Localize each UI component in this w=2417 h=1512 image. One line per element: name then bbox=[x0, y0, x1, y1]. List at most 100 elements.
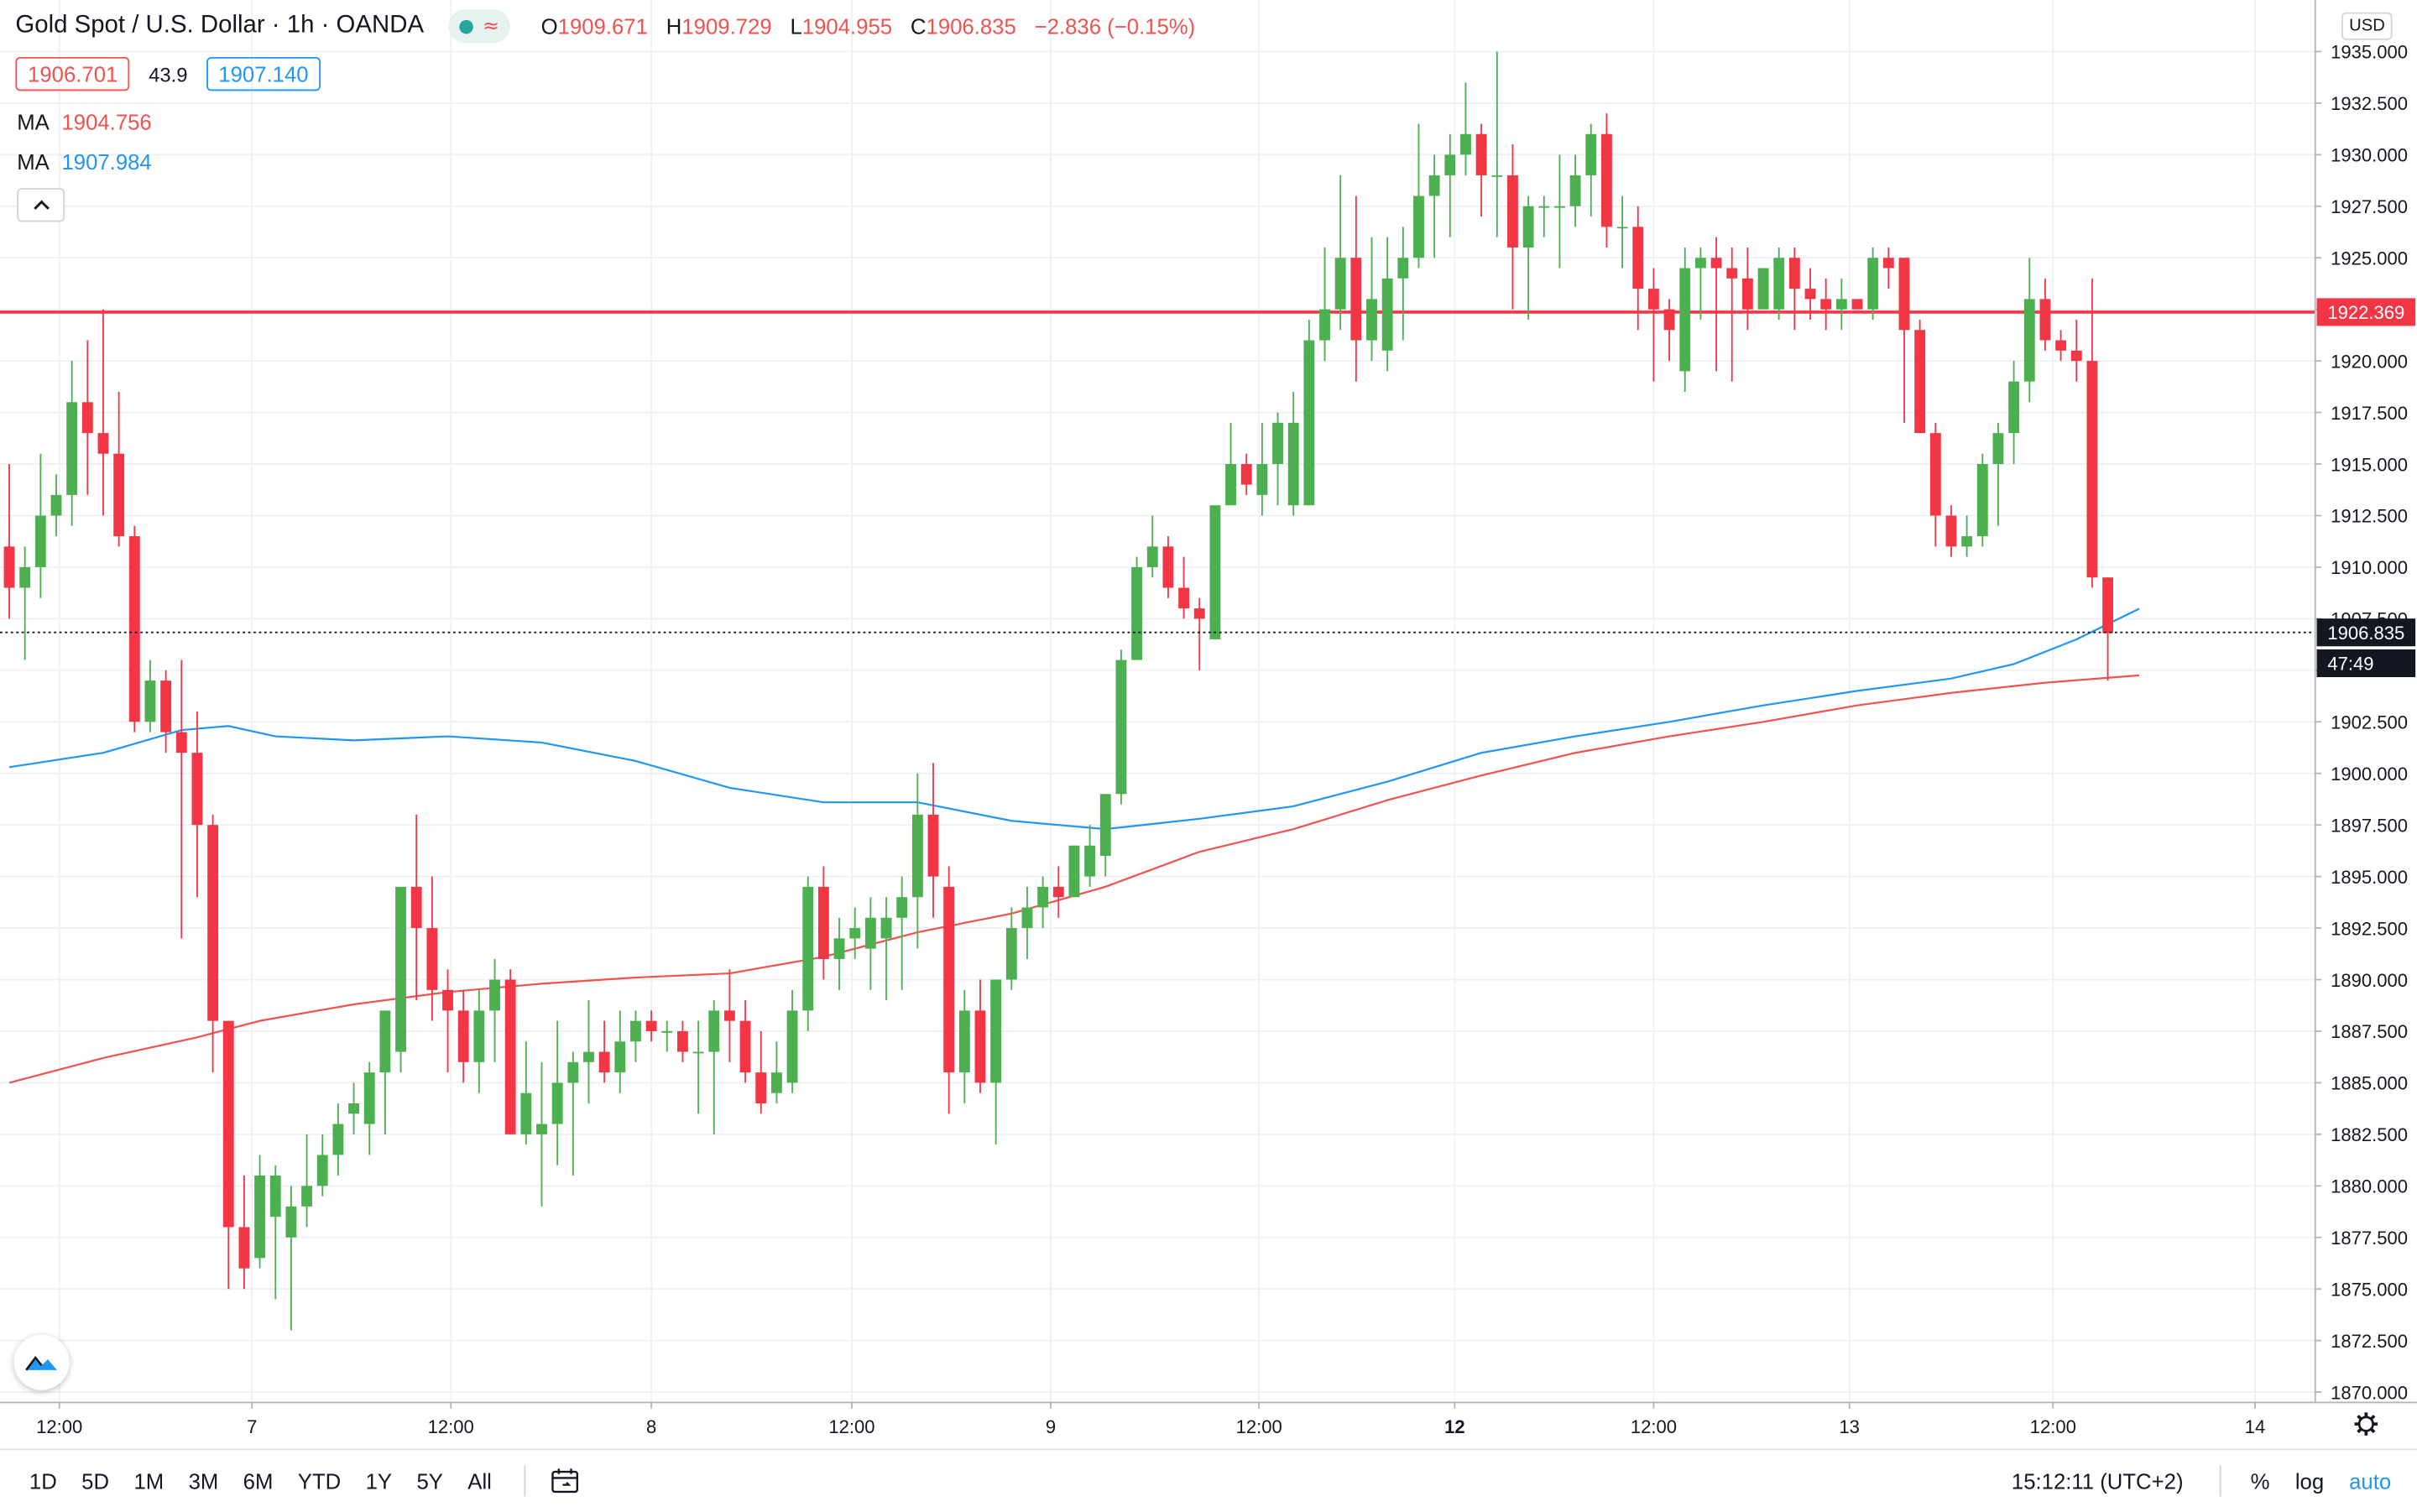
candle-body bbox=[113, 453, 125, 537]
range-6m-button[interactable]: 6M bbox=[243, 1468, 274, 1494]
price-tick-label: 1912.500 bbox=[2331, 506, 2408, 527]
ma-slow-line bbox=[8, 607, 2140, 831]
candle-body bbox=[1084, 845, 1096, 877]
candle bbox=[2070, 319, 2082, 382]
settings-gear-icon[interactable] bbox=[2354, 1412, 2378, 1436]
time-tick-label: 12:00 bbox=[828, 1416, 874, 1437]
range-1d-button[interactable]: 1D bbox=[29, 1468, 57, 1494]
auto-scale-button[interactable]: auto bbox=[2349, 1468, 2392, 1494]
candle-body bbox=[489, 979, 500, 1011]
ma-fast-legend[interactable]: MA 1904.756 bbox=[17, 109, 152, 133]
candle bbox=[1350, 196, 1362, 382]
sell-price-button[interactable]: 1906.701 bbox=[15, 56, 131, 91]
buy-price-button[interactable]: 1907.140 bbox=[206, 56, 321, 91]
price-tick-label: 1930.000 bbox=[2331, 145, 2408, 166]
candle-body bbox=[1835, 299, 1847, 310]
level-price-label: 1922.369 bbox=[2316, 298, 2416, 326]
candle bbox=[739, 1000, 751, 1083]
candle-body bbox=[833, 938, 845, 959]
candle bbox=[1005, 907, 1017, 990]
time-axis[interactable] bbox=[0, 1402, 2315, 1449]
candle-body bbox=[1663, 309, 1675, 331]
calendar-goto-icon[interactable] bbox=[551, 1468, 582, 1495]
candle bbox=[2055, 330, 2067, 362]
tradingview-logo-icon[interactable] bbox=[13, 1334, 70, 1390]
candle-body bbox=[1538, 206, 1550, 208]
candle-body bbox=[1945, 515, 1957, 547]
candle-body bbox=[1601, 133, 1612, 227]
candle bbox=[661, 1020, 673, 1052]
range-all-button[interactable]: All bbox=[467, 1468, 492, 1494]
price-chart[interactable]: 1870.000 1872.500 1875.000 1877.500 1880.000… bbox=[0, 0, 2417, 1449]
candle-body bbox=[817, 886, 829, 959]
price-tick-label: 1890.000 bbox=[2331, 970, 2408, 991]
clock-timezone[interactable]: 15:12:11 (UTC+2) bbox=[2011, 1468, 2184, 1494]
gear-tooth bbox=[2357, 1415, 2362, 1420]
candle bbox=[1679, 247, 1691, 393]
range-ytd-button[interactable]: YTD bbox=[297, 1468, 342, 1494]
candle bbox=[614, 1010, 626, 1093]
range-5d-button[interactable]: 5D bbox=[81, 1468, 110, 1494]
high-key: H bbox=[666, 13, 682, 39]
low-value: 1904.955 bbox=[801, 13, 893, 39]
candle-body bbox=[2008, 381, 2020, 434]
candle-body bbox=[598, 1051, 610, 1073]
candle bbox=[1287, 392, 1299, 516]
candle-body bbox=[1146, 546, 1158, 567]
candle-body bbox=[81, 402, 93, 434]
candle-body bbox=[238, 1227, 250, 1269]
candle bbox=[1460, 82, 1471, 175]
collapse-legend-button[interactable] bbox=[17, 188, 65, 222]
candle bbox=[3, 464, 15, 619]
candle bbox=[551, 1020, 563, 1165]
candle-body bbox=[1428, 175, 1440, 196]
candle-body bbox=[2023, 299, 2035, 382]
range-1y-button[interactable]: 1Y bbox=[365, 1468, 393, 1494]
log-scale-button[interactable]: log bbox=[2294, 1468, 2325, 1494]
candle bbox=[911, 773, 923, 949]
candle bbox=[849, 907, 861, 959]
candle-body bbox=[1632, 227, 1644, 289]
candle bbox=[191, 711, 203, 898]
range-1m-button[interactable]: 1M bbox=[133, 1468, 164, 1494]
candle bbox=[410, 814, 422, 1001]
candle-body bbox=[692, 1051, 704, 1054]
candle-body bbox=[160, 680, 172, 733]
candle-body bbox=[1005, 928, 1017, 980]
percent-scale-button[interactable]: % bbox=[2250, 1468, 2270, 1494]
candle bbox=[269, 1165, 281, 1300]
price-axis[interactable] bbox=[2315, 0, 2417, 1449]
range-5y-button[interactable]: 5Y bbox=[416, 1468, 443, 1494]
candles bbox=[3, 51, 2114, 1331]
candle bbox=[2023, 258, 2035, 403]
ma-slow-legend[interactable]: MA 1907.984 bbox=[17, 149, 152, 174]
currency-badge[interactable]: USD bbox=[2341, 12, 2393, 40]
symbol-title[interactable]: Gold Spot / U.S. Dollar · 1h · OANDA bbox=[15, 12, 425, 39]
candle-body bbox=[1961, 536, 1973, 547]
candle-body bbox=[1193, 608, 1205, 619]
candle bbox=[2039, 278, 2051, 351]
candle-body bbox=[2039, 299, 2051, 341]
candle bbox=[1788, 247, 1800, 331]
candle bbox=[755, 1030, 767, 1114]
price-tick-label: 1902.500 bbox=[2331, 712, 2408, 733]
legend-header: Gold Spot / U.S. Dollar · 1h · OANDA ≈ O… bbox=[15, 9, 1208, 44]
candle bbox=[1835, 278, 1847, 331]
candle bbox=[504, 969, 516, 1134]
candle-body bbox=[97, 433, 109, 454]
price-tick-label: 1900.000 bbox=[2331, 764, 2408, 785]
time-tick-label: 13 bbox=[1839, 1416, 1860, 1437]
candle bbox=[222, 1020, 234, 1290]
candle bbox=[489, 958, 500, 1062]
candle bbox=[802, 876, 814, 1031]
market-status-pill[interactable]: ≈ bbox=[448, 9, 510, 44]
range-3m-button[interactable]: 3M bbox=[188, 1468, 219, 1494]
candle-body bbox=[896, 897, 908, 918]
price-tick-label: 1897.500 bbox=[2331, 815, 2408, 836]
candle-body bbox=[1788, 258, 1800, 289]
bar-countdown-label: 47:49 bbox=[2316, 649, 2416, 677]
candle bbox=[1178, 556, 1190, 619]
candle-body bbox=[1037, 886, 1049, 908]
candle bbox=[2086, 278, 2098, 588]
